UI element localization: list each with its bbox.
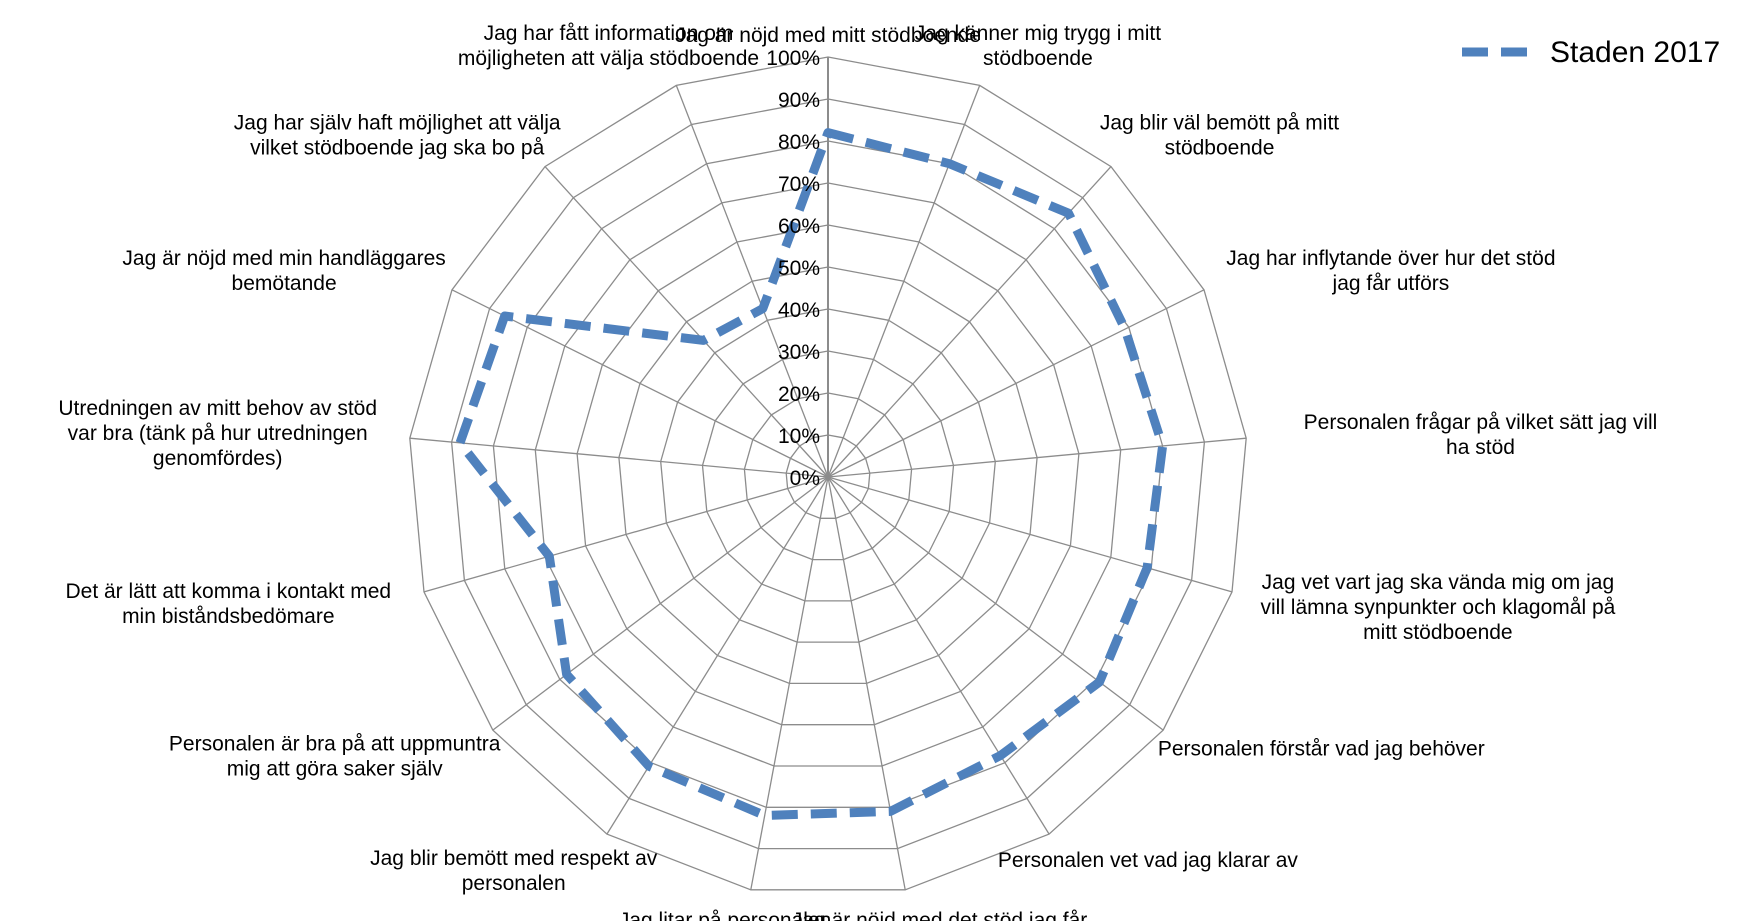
- radar-spokes: [409, 57, 1247, 890]
- category-label: Personalen vet vad jag klarar av: [998, 849, 1298, 872]
- category-label-line: Jag har inflytande över hur det stöd: [1226, 247, 1555, 270]
- spoke-line: [423, 476, 829, 593]
- spoke-line: [827, 476, 906, 890]
- category-label-line: stödboende: [983, 47, 1093, 70]
- category-label-line: Personalen frågar på vilket sätt jag vil…: [1304, 411, 1658, 434]
- category-label-line: personalen: [462, 872, 566, 895]
- spoke-line: [409, 437, 829, 478]
- category-label-line: Jag är nöjd med min handläggares: [122, 247, 445, 270]
- category-label-line: var bra (tänk på hur utredningen: [68, 422, 368, 445]
- category-label-line: Jag blir väl bemött på mitt: [1100, 111, 1339, 134]
- grid-ring: [409, 56, 1247, 891]
- category-label-line: mig att göra saker själv: [227, 758, 443, 781]
- spoke-line: [451, 289, 829, 478]
- category-label-line: Jag har fått information om: [484, 22, 734, 45]
- category-label: Personalen förstår vad jag behöver: [1158, 738, 1485, 761]
- category-label-line: möjligheten att välja stödboende: [458, 47, 759, 70]
- category-label-line: Jag är nöjd med det stöd jag får: [792, 909, 1087, 921]
- category-label: Jag blir bemött med respekt av personalen: [370, 847, 658, 895]
- category-label-line: bemötande: [232, 272, 337, 295]
- category-label-line: mitt stödboende: [1363, 621, 1512, 644]
- tick-label: 50%: [778, 257, 820, 280]
- category-label-line: ha stöd: [1446, 436, 1515, 459]
- category-label: Personalen är bra på att uppmuntra mig at…: [169, 733, 501, 781]
- category-label-line: Jag vet vart jag ska vända mig om jag: [1262, 571, 1615, 594]
- grid-ring: [618, 266, 1038, 685]
- grid-ring: [534, 182, 1122, 767]
- spoke-line: [827, 289, 1205, 478]
- radar-grid: [409, 56, 1247, 891]
- series-line: [455, 128, 1168, 820]
- category-label: Jag litar på personalen: [619, 909, 831, 921]
- category-label: Jag har fått information om möjligheten a…: [458, 22, 759, 70]
- tick-label: 10%: [778, 425, 820, 448]
- spoke-line: [827, 166, 1112, 478]
- tick-label: 0%: [790, 467, 820, 490]
- tick-label: 70%: [778, 173, 820, 196]
- category-label: Jag är nöjd med det stöd jag får: [792, 909, 1087, 921]
- tick-label: 20%: [778, 383, 820, 406]
- radial-axis-ticks: 0% 10% 20% 30% 40% 50% 60% 70% 80% 90% 100%: [766, 47, 820, 490]
- grid-ring: [785, 434, 871, 519]
- spoke-line: [492, 476, 829, 731]
- spoke-line: [827, 437, 1247, 478]
- spoke-line: [827, 476, 1050, 835]
- grid-ring: [660, 308, 996, 643]
- category-label-line: Personalen vet vad jag klarar av: [998, 849, 1298, 872]
- spoke-line: [827, 476, 1233, 593]
- category-label-line: Jag litar på personalen: [619, 909, 831, 921]
- tick-label: 90%: [778, 89, 820, 112]
- category-label-line: Jag är nöjd med mitt stödboende: [675, 24, 981, 47]
- category-label-line: vilket stödboende jag ska bo på: [250, 136, 545, 159]
- spoke-line: [544, 166, 829, 478]
- grid-ring: [576, 224, 1080, 726]
- category-label-line: vill lämna synpunkter och klagomål på: [1260, 596, 1615, 619]
- category-label: Personalen frågar på vilket sätt jag vil…: [1304, 411, 1658, 459]
- category-label-line: Jag har själv haft möjlighet att välja: [234, 111, 561, 134]
- legend-series-label: Staden 2017: [1550, 36, 1720, 69]
- category-label: Jag vet vart jag ska vända mig om jag vil…: [1260, 571, 1615, 644]
- tick-label: 100%: [766, 47, 820, 70]
- tick-label: 40%: [778, 299, 820, 322]
- spoke-line: [750, 476, 829, 890]
- category-label-line: Det är lätt att komma i kontakt med: [65, 580, 391, 603]
- category-label-line: Jag blir bemött med respekt av: [370, 847, 658, 870]
- category-label-line: Jag känner mig trygg i mitt: [915, 22, 1161, 45]
- radar-series: [455, 128, 1168, 820]
- category-label-line: Personalen är bra på att uppmuntra: [169, 733, 501, 756]
- grid-ring: [450, 98, 1206, 850]
- category-label-line: Personalen förstår vad jag behöver: [1158, 738, 1485, 761]
- category-label: Jag är nöjd med min handläggares bemötand…: [122, 247, 445, 295]
- category-label: Jag känner mig trygg i mitt stödboende: [915, 22, 1161, 70]
- spoke-line: [827, 85, 981, 478]
- category-label-line: min biståndsbedömare: [122, 605, 334, 628]
- category-label-line: genomfördes): [153, 447, 283, 470]
- spoke-line: [827, 476, 1164, 731]
- tick-label: 30%: [778, 341, 820, 364]
- tick-label: 80%: [778, 131, 820, 154]
- spoke-line: [675, 85, 829, 478]
- legend: Staden 2017: [1462, 36, 1720, 69]
- category-label-line: jag får utförs: [1332, 272, 1450, 295]
- category-label: Jag har själv haft möjlighet att välja vi…: [234, 111, 561, 159]
- spoke-line: [606, 476, 829, 835]
- grid-ring: [743, 392, 913, 561]
- category-label: Det är lätt att komma i kontakt med min b…: [65, 580, 391, 628]
- category-label-line: stödboende: [1165, 136, 1275, 159]
- grid-ring: [701, 350, 955, 602]
- tick-label: 60%: [778, 215, 820, 238]
- category-label: Jag är nöjd med mitt stödboende: [675, 24, 981, 47]
- category-label: Jag har inflytande över hur det stöd jag …: [1226, 247, 1555, 295]
- category-label: Utredningen av mitt behov av stöd var bra…: [58, 397, 377, 470]
- category-label: Jag blir väl bemött på mitt stödboende: [1100, 111, 1339, 159]
- category-label-line: Utredningen av mitt behov av stöd: [58, 397, 377, 420]
